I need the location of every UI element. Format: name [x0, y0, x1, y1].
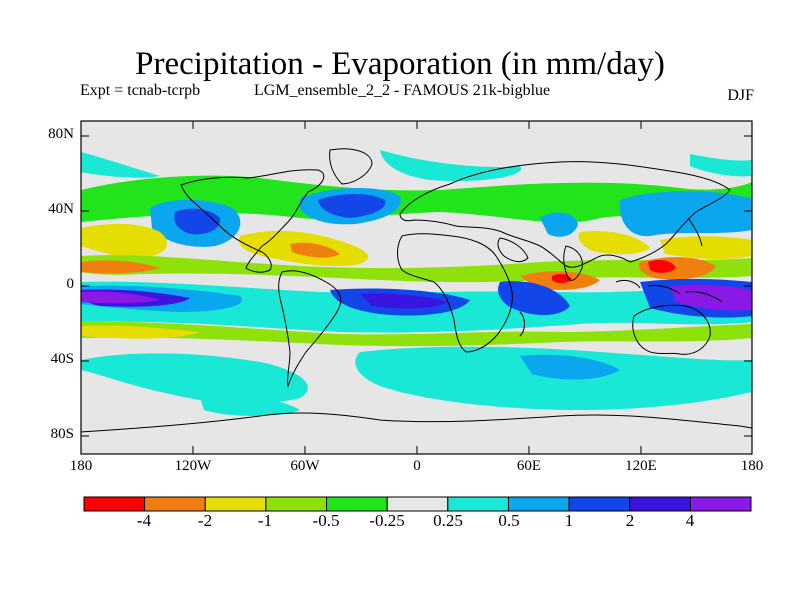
run-label: LGM_ensemble_2_2 - FAMOUS 21k-bigblue [254, 82, 551, 99]
colorbar-swatch [629, 496, 691, 512]
colorbar-swatch [265, 496, 328, 512]
eurasia-coast [399, 161, 731, 268]
experiment-label: Expt = tcnab-tcrpb [80, 82, 201, 99]
lon-label-60w: 60W [290, 458, 320, 474]
contour-asia-yellow [578, 230, 650, 255]
colorbar-label: -4 [136, 511, 152, 530]
colorbar-swatch [568, 496, 631, 512]
colorbar-label: 2 [625, 511, 635, 530]
contour-asia-blue [540, 212, 578, 237]
contour-nh-yellow [81, 223, 168, 258]
lon-label-120e: 120E [625, 458, 657, 474]
lat-label-80n: 80N [48, 126, 74, 142]
coastlines [80, 148, 753, 433]
contour-sh-violet-pac [81, 291, 160, 304]
colorbar-swatch [83, 496, 146, 512]
season-label: DJF [727, 87, 754, 104]
contour-sh-green-band [81, 321, 752, 347]
lon-label-0: 0 [413, 458, 421, 474]
antarctica-coast [80, 412, 753, 433]
lat-label-40s: 40S [50, 351, 74, 367]
lon-label-60e: 60E [516, 458, 542, 474]
colorbar-label: -1 [257, 511, 273, 530]
lat-label-40n: 40N [48, 201, 74, 217]
indonesia-islands [615, 279, 723, 303]
colorbar-swatch [204, 496, 267, 512]
contour-eq-orange-pac [81, 260, 160, 274]
colorbar-label: -2 [197, 511, 213, 530]
australia-coast [632, 304, 711, 355]
colorbar-swatch [507, 496, 570, 512]
colorbar-label: 0.25 [433, 511, 463, 530]
africa-coast [397, 233, 513, 353]
axis-ticks [81, 121, 752, 454]
contour-arctic-cyan-2 [380, 150, 522, 182]
colorbar-swatch [386, 496, 449, 512]
colorbar [83, 496, 752, 512]
colorbar-swatch [447, 496, 509, 512]
contour-so-cyan [81, 353, 308, 404]
colorbar-label: -0.25 [369, 511, 405, 530]
lon-label-180w: 180 [69, 458, 93, 474]
lon-label-120w: 120W [174, 458, 212, 474]
contour-arctic-cyan-3 [690, 154, 752, 177]
japan-coast [687, 217, 703, 247]
lat-label-80s: 80S [50, 426, 74, 442]
south-america-coast [278, 270, 342, 388]
contour-sh-dark-atl [360, 293, 448, 309]
contour-so-cyan-3 [200, 396, 300, 416]
madagascar-coast [519, 311, 525, 337]
colorbar-swatch [144, 496, 206, 512]
contour-sh-blue-ind [498, 281, 570, 315]
field-layer [81, 121, 752, 454]
lat-label-0: 0 [66, 276, 75, 292]
contour-npac-yellow [660, 236, 752, 260]
contour-eq-red-wpac [648, 260, 676, 273]
colorbar-label: 4 [685, 511, 695, 530]
contour-so-cyan-2 [355, 346, 752, 410]
india-coast [563, 245, 583, 281]
colorbar-swatch [326, 496, 388, 512]
contour-sh-violet-wpac [670, 284, 752, 311]
contour-natl-orange [290, 242, 340, 258]
contour-arctic-cyan [81, 152, 160, 178]
colorbar-label: 1 [564, 511, 574, 530]
colorbar-swatch [689, 496, 752, 512]
colorbar-label: 0.5 [498, 511, 520, 530]
north-america-coast [180, 169, 325, 273]
contour-natl-dark [318, 194, 386, 218]
page-title: Precipitation - Evaporation (in mm/day) [135, 46, 665, 82]
lon-label-180e: 180 [740, 458, 764, 474]
contour-sh-yellow [81, 325, 200, 339]
contour-nwpac-blue [619, 191, 752, 237]
contour-so-blue [520, 354, 620, 380]
colorbar-label: -0.5 [312, 511, 340, 530]
arabia-coast [497, 237, 529, 263]
greenland-coast [329, 148, 373, 185]
